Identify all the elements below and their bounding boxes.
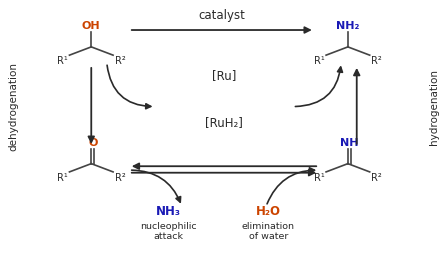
Text: dehydrogenation: dehydrogenation [9, 62, 19, 151]
Text: NH₃: NH₃ [156, 205, 181, 218]
Text: OH: OH [82, 21, 101, 31]
Text: R²: R² [115, 173, 125, 183]
Text: R¹: R¹ [57, 56, 68, 66]
Text: NH: NH [340, 138, 359, 148]
Text: catalyst: catalyst [198, 9, 245, 22]
Text: H₂O: H₂O [256, 205, 281, 218]
Text: hydrogenation: hydrogenation [429, 69, 439, 144]
Text: [RuH₂]: [RuH₂] [205, 116, 243, 129]
Text: NH₂: NH₂ [336, 21, 360, 31]
Text: nucleophilic
attack: nucleophilic attack [140, 222, 197, 241]
Text: R¹: R¹ [57, 173, 68, 183]
Text: R²: R² [371, 56, 382, 66]
Text: R¹: R¹ [314, 56, 324, 66]
Text: [Ru]: [Ru] [212, 69, 236, 82]
Text: R¹: R¹ [314, 173, 324, 183]
Text: elimination
of water: elimination of water [242, 222, 295, 241]
Text: R²: R² [115, 56, 125, 66]
Text: O: O [88, 138, 98, 148]
Text: R²: R² [371, 173, 382, 183]
